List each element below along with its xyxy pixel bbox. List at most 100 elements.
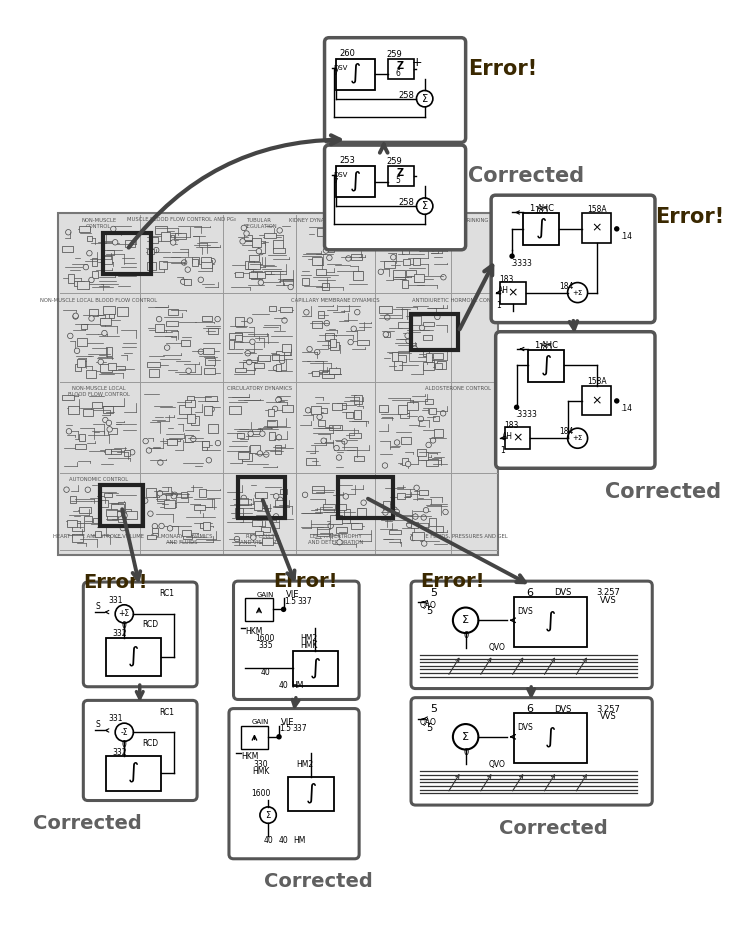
Circle shape <box>248 431 253 437</box>
Bar <box>152 528 158 533</box>
Bar <box>426 353 432 362</box>
Text: 0: 0 <box>122 622 127 630</box>
Bar <box>423 322 434 327</box>
Bar <box>269 305 276 312</box>
Text: VVS: VVS <box>599 712 616 722</box>
Text: AHC: AHC <box>541 341 559 350</box>
Circle shape <box>407 522 412 527</box>
Bar <box>182 339 190 346</box>
Circle shape <box>260 807 276 823</box>
Text: Error!: Error! <box>274 572 338 591</box>
Circle shape <box>410 536 416 541</box>
Circle shape <box>394 509 399 514</box>
Bar <box>280 307 292 312</box>
Circle shape <box>302 492 308 498</box>
Text: 337: 337 <box>293 724 307 734</box>
Bar <box>193 259 198 265</box>
Text: $\int$: $\int$ <box>350 62 361 86</box>
Text: MUSCLE BLOOD FLOW CONTROL AND PG₀: MUSCLE BLOOD FLOW CONTROL AND PG₀ <box>127 217 236 222</box>
Text: .3333: .3333 <box>515 410 537 419</box>
Bar <box>336 504 346 510</box>
Bar <box>235 508 243 516</box>
Circle shape <box>434 314 440 320</box>
Text: +: + <box>411 56 422 68</box>
Text: 7: 7 <box>334 70 338 76</box>
Circle shape <box>346 255 351 261</box>
Circle shape <box>418 416 423 422</box>
Text: Error!: Error! <box>83 573 147 592</box>
Bar <box>504 427 530 450</box>
Bar <box>157 494 166 500</box>
Bar <box>245 261 254 269</box>
Bar <box>68 406 79 414</box>
Bar <box>283 344 291 352</box>
Circle shape <box>241 495 247 500</box>
Bar <box>86 370 96 378</box>
Circle shape <box>419 325 425 330</box>
Circle shape <box>343 494 348 500</box>
Text: Σ: Σ <box>422 201 428 211</box>
Bar <box>204 522 210 530</box>
Text: 1600: 1600 <box>251 789 271 797</box>
Circle shape <box>406 338 411 343</box>
Bar <box>105 449 110 454</box>
Bar <box>236 336 242 340</box>
Text: Z: Z <box>396 61 404 71</box>
Circle shape <box>417 198 433 215</box>
Circle shape <box>383 407 388 412</box>
Text: VIE: VIE <box>286 590 299 599</box>
Bar <box>77 280 89 289</box>
Circle shape <box>349 234 354 240</box>
Bar <box>145 488 155 497</box>
FancyBboxPatch shape <box>411 697 652 805</box>
Circle shape <box>277 228 283 233</box>
Bar <box>147 249 154 253</box>
Bar <box>203 349 214 354</box>
Bar <box>337 166 374 197</box>
Text: QAO: QAO <box>420 718 437 727</box>
Circle shape <box>394 439 400 445</box>
Bar <box>250 445 260 453</box>
Circle shape <box>264 451 269 457</box>
Bar <box>249 255 259 261</box>
Bar <box>528 350 564 382</box>
Bar <box>161 232 170 241</box>
Circle shape <box>441 275 446 280</box>
Bar <box>412 532 424 540</box>
Bar <box>248 263 260 269</box>
Text: 1: 1 <box>534 341 539 350</box>
Bar <box>500 281 526 303</box>
Bar <box>67 520 77 527</box>
Bar <box>201 256 210 262</box>
Circle shape <box>276 397 282 402</box>
Circle shape <box>423 508 429 513</box>
Circle shape <box>405 462 411 467</box>
Text: Σ: Σ <box>266 810 271 820</box>
Text: ANTIDIURETIC HORMONE CONTROL: ANTIDIURETIC HORMONE CONTROL <box>412 298 504 303</box>
Text: HMK: HMK <box>300 641 318 650</box>
Bar <box>104 493 112 498</box>
Circle shape <box>106 420 112 426</box>
Circle shape <box>288 284 293 290</box>
Bar <box>258 243 265 253</box>
Bar <box>202 316 212 321</box>
Bar <box>107 514 118 521</box>
Circle shape <box>273 365 279 371</box>
Circle shape <box>276 734 282 739</box>
Bar <box>276 364 282 371</box>
Text: HKM: HKM <box>241 752 258 761</box>
Bar <box>433 352 443 359</box>
FancyBboxPatch shape <box>234 581 359 699</box>
Bar <box>112 365 125 370</box>
Circle shape <box>185 267 191 272</box>
Bar <box>280 489 287 494</box>
Text: NON-MUSCLE LOCAL BLOOD FLOW CONTROL: NON-MUSCLE LOCAL BLOOD FLOW CONTROL <box>40 298 158 303</box>
Bar <box>337 516 350 523</box>
Bar <box>252 429 261 434</box>
Bar <box>523 214 559 245</box>
Circle shape <box>342 438 347 444</box>
Bar <box>582 387 611 415</box>
Circle shape <box>258 280 264 285</box>
Bar <box>155 226 167 234</box>
Text: HM2: HM2 <box>296 759 313 769</box>
